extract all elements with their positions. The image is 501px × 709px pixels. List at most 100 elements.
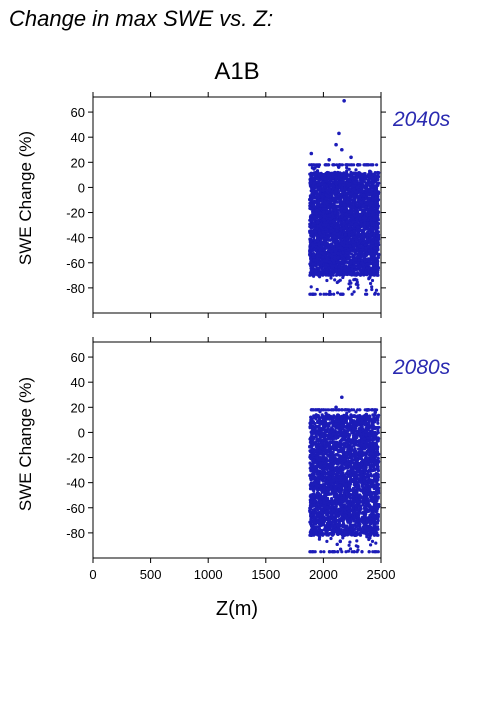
data-point — [322, 218, 326, 222]
data-point — [358, 273, 362, 277]
data-point — [333, 278, 337, 282]
data-point — [370, 213, 374, 217]
data-point — [377, 233, 381, 237]
data-point — [342, 203, 346, 207]
data-point — [311, 230, 315, 234]
data-point — [314, 172, 318, 176]
data-point — [373, 292, 377, 296]
data-point — [326, 252, 330, 256]
data-point — [335, 217, 339, 221]
data-point — [336, 256, 340, 260]
data-point — [361, 234, 365, 238]
data-point — [354, 237, 358, 241]
data-point — [373, 249, 377, 253]
x-tick-label: 500 — [140, 567, 162, 582]
data-point — [363, 163, 367, 167]
data-point — [365, 262, 369, 266]
data-point — [310, 166, 314, 170]
data-point — [329, 234, 333, 238]
data-point — [343, 187, 347, 191]
data-point — [367, 199, 371, 203]
data-point — [361, 262, 365, 266]
data-point — [365, 251, 369, 256]
data-point — [358, 217, 362, 221]
outlier-point — [337, 131, 341, 136]
data-point — [312, 258, 316, 262]
data-point — [361, 185, 365, 189]
data-point — [308, 198, 312, 202]
data-point — [357, 255, 361, 259]
data-point — [324, 193, 328, 197]
data-point — [352, 177, 356, 181]
data-point — [337, 234, 341, 238]
data-point — [340, 292, 344, 296]
data-point — [323, 177, 327, 181]
data-point — [345, 177, 349, 181]
data-point — [312, 255, 316, 259]
data-point — [315, 227, 319, 231]
data-point — [342, 226, 346, 230]
data-point — [318, 275, 322, 279]
data-point — [326, 225, 331, 229]
data-point — [315, 239, 319, 243]
data-point — [326, 200, 330, 204]
data-point — [334, 197, 339, 201]
y-tick-label: -60 — [66, 256, 85, 271]
outlier-point — [327, 157, 331, 162]
data-point — [356, 171, 360, 175]
data-point — [368, 216, 372, 220]
data-point — [362, 228, 366, 232]
data-point — [316, 235, 320, 239]
data-point — [321, 255, 325, 259]
data-point — [349, 222, 354, 226]
data-point — [315, 192, 319, 196]
data-point — [363, 239, 367, 243]
data-point — [318, 215, 323, 220]
data-point — [319, 251, 323, 255]
y-axis-label: SWE Change (%) — [16, 131, 35, 265]
data-point — [339, 237, 343, 241]
data-point — [328, 177, 332, 181]
data-point — [355, 278, 359, 282]
data-point — [334, 182, 338, 186]
data-point — [353, 268, 357, 272]
data-point — [376, 230, 380, 234]
data-point — [367, 233, 371, 237]
scenario-label: A1B — [214, 58, 259, 85]
data-point — [345, 220, 349, 224]
data-point — [347, 163, 351, 167]
data-point — [341, 275, 345, 280]
data-point — [353, 249, 357, 253]
data-point — [367, 163, 371, 167]
data-point — [308, 292, 312, 296]
data-point — [342, 266, 347, 270]
y-axis-label: SWE Change (%) — [16, 377, 35, 511]
data-point — [352, 223, 357, 227]
data-point — [355, 175, 359, 179]
data-point — [331, 180, 335, 184]
data-point — [335, 200, 339, 204]
data-point — [368, 262, 372, 266]
data-point — [334, 175, 338, 179]
data-point — [309, 249, 314, 253]
data-point — [317, 173, 321, 177]
data-point — [328, 217, 332, 221]
data-point — [333, 252, 337, 256]
data-point — [367, 270, 372, 274]
data-point — [335, 204, 339, 208]
data-point — [328, 289, 332, 294]
data-point — [374, 196, 379, 200]
data-point — [371, 163, 375, 167]
data-point — [334, 264, 338, 268]
data-point — [346, 287, 351, 291]
data-point — [370, 241, 375, 245]
data-point — [355, 217, 359, 221]
data-point — [341, 191, 345, 195]
data-point — [337, 265, 341, 269]
data-point — [371, 179, 375, 183]
y-tick-label: 40 — [71, 130, 85, 145]
data-point — [308, 222, 312, 226]
x-tick-label: 0 — [89, 567, 96, 582]
